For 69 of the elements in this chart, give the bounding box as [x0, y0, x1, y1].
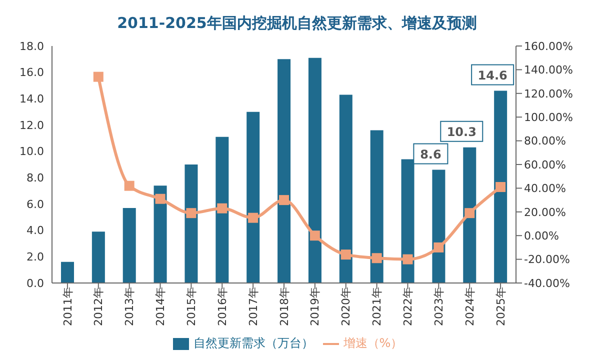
y2-tick-label: 140.00%	[524, 64, 573, 77]
point	[155, 194, 166, 204]
y-tick-label: 18.0	[20, 40, 44, 53]
bar	[216, 136, 229, 283]
bar	[246, 112, 260, 283]
x-tick-label: 2015年	[185, 287, 198, 326]
x-tick-label: 2022年	[402, 287, 415, 326]
y2-tick-label: 80.00%	[524, 134, 566, 148]
x-tick-label: 2014年	[154, 287, 168, 326]
bar	[370, 130, 384, 283]
y2-tick-label: 120.00%	[524, 87, 573, 100]
point	[310, 230, 320, 241]
x-tick-label: 2012年	[92, 287, 106, 326]
data-label: 14.6	[478, 68, 508, 82]
bar	[61, 262, 74, 283]
point	[248, 212, 258, 223]
point	[93, 72, 104, 82]
y-tick-label: 6.0	[26, 198, 44, 211]
bar	[494, 90, 508, 283]
point	[124, 180, 134, 191]
y2-tick-label: 100.00%	[524, 111, 573, 124]
point	[340, 250, 351, 260]
x-tick-label: 2020年	[340, 287, 353, 326]
y-tick-label: 4.0	[26, 224, 44, 238]
legend-label: 增速（%）	[343, 336, 403, 350]
chart-title: 2011-2025年国内挖掘机自然更新需求、增速及预测	[116, 13, 478, 34]
data-label: 8.6	[420, 147, 442, 162]
y2-tick-label: 160.00%	[524, 40, 573, 53]
y-tick-label: 10.0	[20, 145, 44, 158]
point	[496, 182, 506, 192]
point	[372, 253, 382, 264]
bar	[308, 58, 322, 283]
x-tick-label: 2021年	[370, 287, 384, 326]
bar	[463, 147, 476, 283]
y2-tick-label: 0.00%	[524, 230, 559, 243]
y-tick-label: 12.0	[20, 118, 44, 132]
point	[402, 254, 413, 264]
point	[464, 208, 475, 218]
point	[217, 203, 228, 214]
x-tick-label: 2023年	[432, 287, 446, 326]
y2-tick-label: 40.00%	[524, 182, 566, 196]
x-tick-label: 2024年	[463, 287, 476, 326]
y-tick-label: 14.0	[20, 92, 44, 106]
y-tick-label: 16.0	[20, 66, 44, 80]
x-tick-label: 2013年	[123, 287, 136, 326]
bar	[184, 164, 198, 283]
bar	[339, 94, 352, 283]
x-tick-label: 2018年	[278, 287, 291, 326]
point	[434, 242, 444, 252]
point	[279, 195, 289, 206]
x-tick-label: 2011年	[61, 287, 74, 326]
bar	[122, 208, 136, 283]
x-tick-label: 2019年	[308, 287, 322, 326]
bar	[92, 232, 105, 283]
y2-tick-label: -40.00%	[524, 276, 570, 290]
x-tick-label: 2025年	[494, 287, 508, 326]
y-tick-label: 0.0	[26, 276, 44, 290]
bar	[278, 59, 291, 283]
y2-tick-label: -20.00%	[524, 253, 570, 266]
bar	[432, 170, 446, 283]
y-tick-label: 2.0	[26, 250, 44, 264]
y2-tick-label: 60.00%	[524, 158, 566, 172]
y-tick-label: 8.0	[26, 172, 44, 185]
legend-label: 自然更新需求（万台）	[193, 336, 314, 350]
x-tick-label: 2017年	[246, 287, 260, 326]
x-tick-label: 2016年	[216, 287, 229, 326]
data-label: 10.3	[446, 124, 476, 139]
y2-tick-label: 20.00%	[524, 206, 566, 219]
point	[186, 208, 196, 218]
